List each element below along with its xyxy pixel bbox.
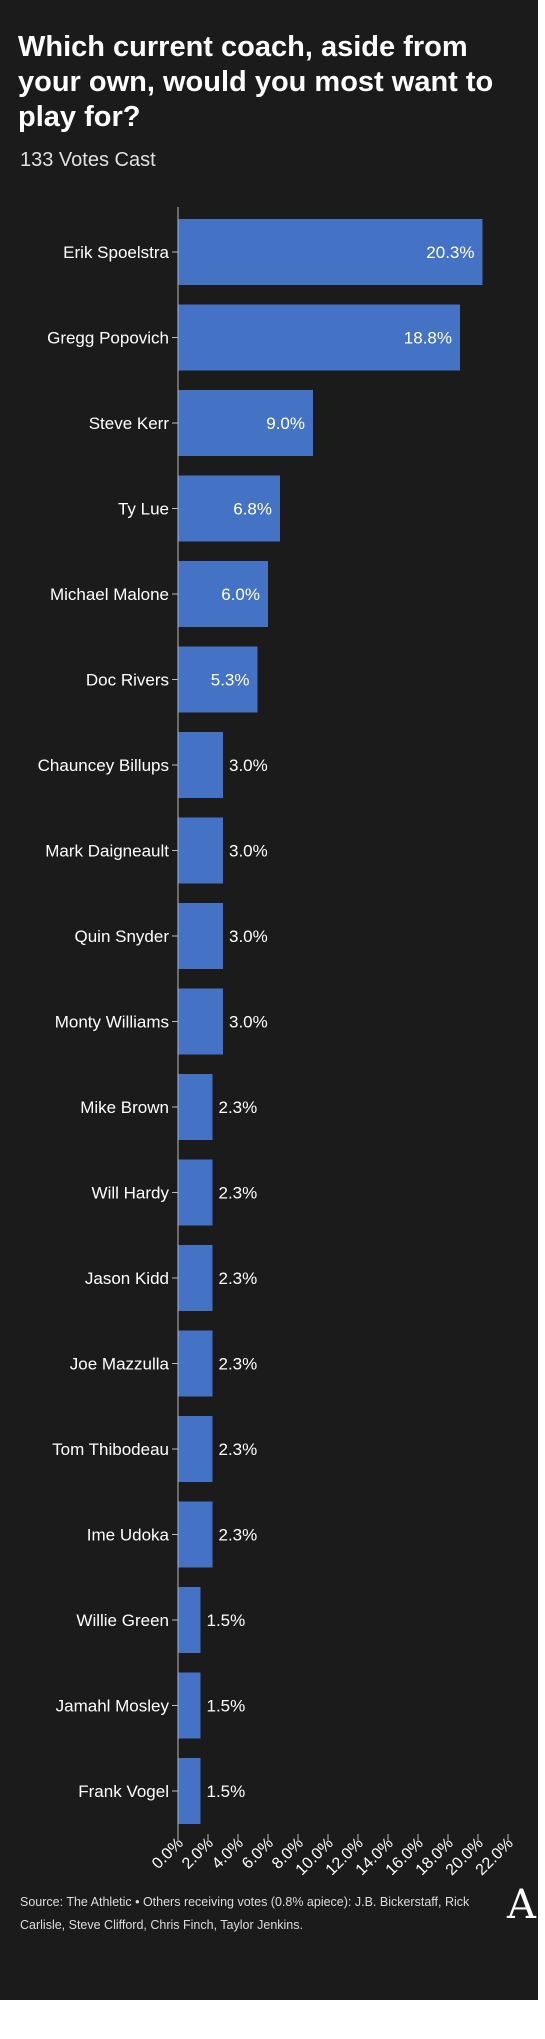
category-label: Ty Lue — [118, 500, 169, 519]
bar — [178, 1501, 213, 1568]
source-note: Source: The Athletic • Others receiving … — [20, 1895, 470, 1932]
bar — [178, 903, 223, 969]
chart-subtitle: 133 Votes Cast — [20, 149, 156, 171]
bar — [178, 988, 223, 1055]
x-tick-label: 2.0% — [179, 1835, 217, 1873]
category-label: Jamahl Mosley — [56, 1697, 170, 1716]
category-label: Michael Malone — [50, 585, 169, 604]
category-label: Erik Spoelstra — [63, 243, 169, 262]
bar — [178, 732, 223, 798]
category-label: Gregg Popovich — [47, 329, 169, 348]
chart-panel: Which current coach, aside from your own… — [0, 0, 538, 2000]
data-label: 2.3% — [219, 1269, 258, 1288]
category-label: Steve Kerr — [89, 414, 170, 433]
bar — [178, 1159, 213, 1226]
chart-title: Which current coach, aside from your own… — [18, 31, 494, 133]
data-label: 1.5% — [207, 1611, 246, 1630]
bar — [178, 390, 313, 456]
category-label: Jason Kidd — [85, 1269, 169, 1288]
data-label: 3.0% — [229, 1013, 268, 1032]
bar — [178, 561, 268, 627]
category-label: Will Hardy — [92, 1184, 170, 1203]
data-label: 2.3% — [219, 1355, 258, 1374]
x-tick-label: 6.0% — [239, 1835, 277, 1873]
data-label: 18.8% — [404, 329, 452, 348]
category-label: Monty Williams — [55, 1013, 169, 1032]
category-label: Willie Green — [76, 1611, 169, 1630]
bar — [178, 1245, 213, 1311]
data-label: 2.3% — [219, 1526, 258, 1545]
data-label: 3.0% — [229, 756, 268, 775]
category-label: Doc Rivers — [86, 671, 169, 690]
bar — [178, 1074, 213, 1140]
category-label: Joe Mazzulla — [70, 1355, 170, 1374]
data-label: 1.5% — [207, 1782, 246, 1801]
bar — [178, 219, 483, 285]
data-label: 2.3% — [219, 1098, 258, 1117]
bar — [178, 646, 258, 713]
category-label: Mark Daigneault — [45, 842, 169, 861]
category-label: Mike Brown — [80, 1098, 169, 1117]
bar-chart: Erik Spoelstra 20.3% Gregg Popovich 18.8% St… — [38, 207, 517, 1879]
data-label: 6.8% — [233, 500, 272, 519]
bar — [178, 1330, 213, 1397]
x-tick-label: 4.0% — [209, 1835, 247, 1873]
data-label: 2.3% — [219, 1184, 258, 1203]
bar — [178, 1416, 213, 1482]
bar — [178, 1758, 201, 1824]
data-label: 9.0% — [266, 414, 305, 433]
data-label: 2.3% — [219, 1440, 258, 1459]
data-label: 3.0% — [229, 842, 268, 861]
bar — [178, 304, 460, 371]
data-label: 6.0% — [221, 585, 260, 604]
bar — [178, 817, 223, 884]
bar — [178, 1672, 201, 1739]
x-tick-label: 0.0% — [149, 1835, 187, 1873]
bar — [178, 1587, 201, 1653]
category-label: Quin Snyder — [75, 927, 170, 946]
bar — [178, 475, 280, 542]
the-athletic-logo: A — [507, 1882, 536, 1928]
category-label: Frank Vogel — [78, 1782, 169, 1801]
data-label: 1.5% — [207, 1697, 246, 1716]
data-label: 5.3% — [211, 671, 250, 690]
data-label: 20.3% — [426, 243, 474, 262]
category-label: Ime Udoka — [87, 1526, 170, 1545]
category-label: Tom Thibodeau — [52, 1440, 169, 1459]
data-label: 3.0% — [229, 927, 268, 946]
category-label: Chauncey Billups — [38, 756, 169, 775]
